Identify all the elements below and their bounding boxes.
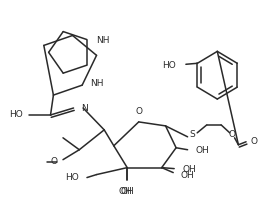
Text: S: S	[190, 130, 195, 139]
Text: OH: OH	[118, 187, 132, 196]
Text: O: O	[135, 107, 142, 116]
Text: NH: NH	[96, 36, 110, 45]
Text: HO: HO	[66, 173, 79, 182]
Text: OH: OH	[181, 171, 195, 180]
Text: O: O	[50, 157, 57, 166]
Text: O: O	[251, 137, 258, 146]
Text: O: O	[228, 130, 235, 139]
Text: HO: HO	[163, 61, 176, 70]
Text: NH: NH	[90, 79, 103, 88]
Text: OH: OH	[195, 146, 209, 155]
Text: N: N	[81, 104, 88, 112]
Text: OH: OH	[183, 165, 197, 174]
Text: OH: OH	[120, 187, 134, 196]
Text: HO: HO	[9, 110, 23, 119]
